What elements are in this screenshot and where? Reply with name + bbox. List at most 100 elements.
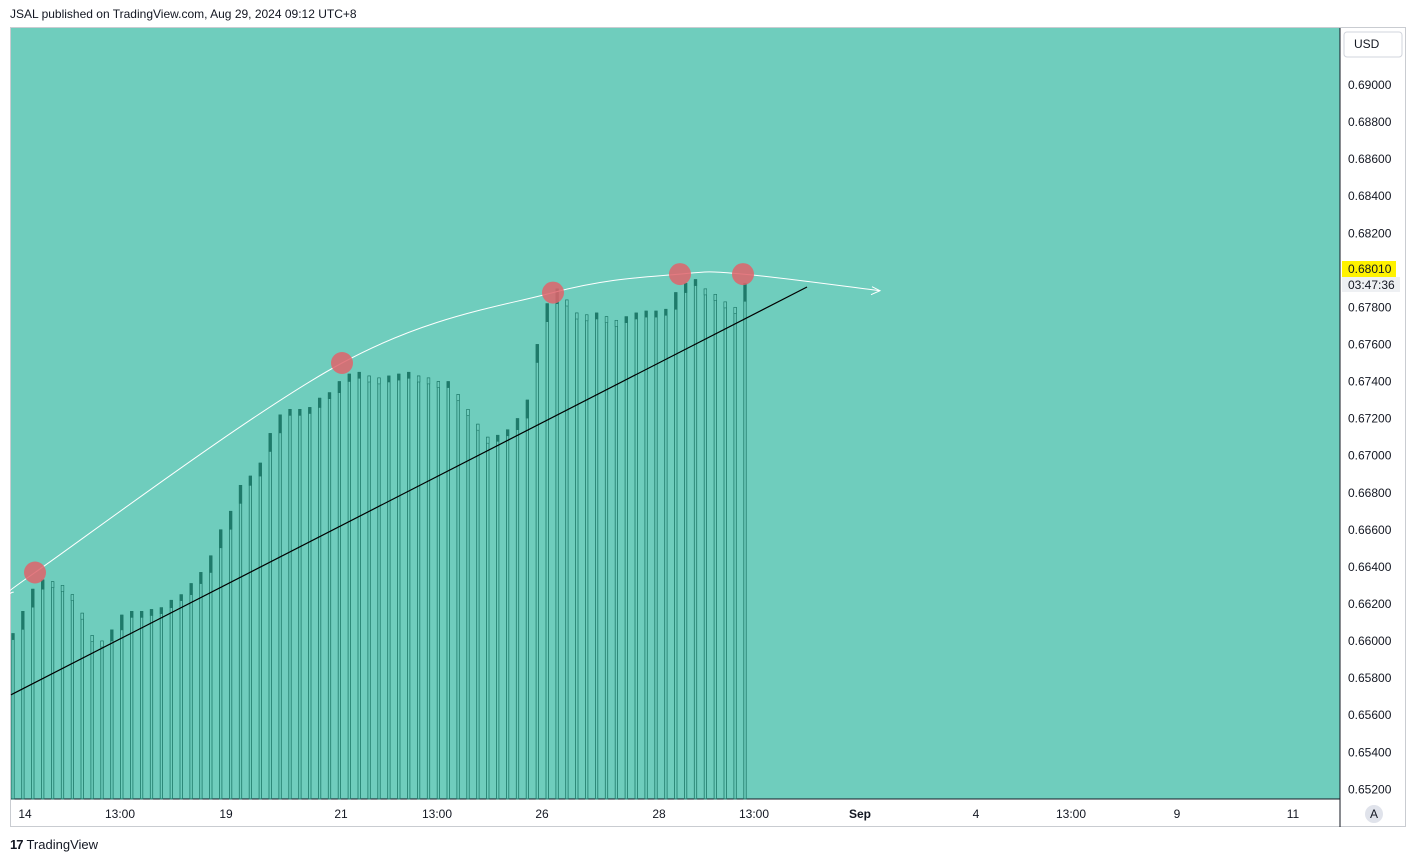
price-bar-body (337, 381, 342, 394)
price-bar-body (31, 588, 35, 608)
price-bar-body (238, 485, 243, 504)
price-bar-body (693, 279, 698, 286)
price-tick-label: 0.66600 (1348, 523, 1392, 537)
trendline (10, 286, 808, 696)
price-bar-body (149, 609, 154, 616)
price-tick-label: 0.67400 (1348, 375, 1392, 389)
price-bar-body (120, 614, 124, 631)
price-bar-body (169, 599, 173, 608)
price-bar-body (90, 635, 94, 642)
price-tick-label: 0.65800 (1348, 671, 1392, 685)
time-tick-label: 21 (334, 807, 348, 821)
peak-marker (669, 263, 691, 286)
price-bar-body (407, 371, 411, 379)
price-bar-body (505, 429, 510, 437)
peak-marker (24, 561, 46, 584)
price-tick-label: 0.65400 (1348, 745, 1392, 759)
tradingview-logo-icon: 17 (10, 837, 24, 852)
time-tick-label: Sep (849, 807, 871, 821)
price-bar-body (723, 301, 727, 309)
peak-marker (542, 281, 564, 304)
price-bar-body (179, 594, 183, 602)
time-tick-label: 13:00 (739, 807, 769, 821)
price-bar-body (703, 288, 707, 296)
price-bar-body (466, 409, 470, 416)
auto-scale-button[interactable]: A (1365, 805, 1383, 823)
price-tick-label: 0.68200 (1348, 226, 1392, 240)
price-bars (11, 279, 747, 800)
price-bar-body (209, 555, 213, 573)
price-tick-label: 0.68400 (1348, 189, 1392, 203)
price-bar-body (258, 462, 262, 477)
price-bar-body (308, 407, 312, 414)
currency-button-label: USD (1354, 37, 1380, 51)
footer: 17 TradingView (10, 837, 98, 852)
price-bar-body (199, 572, 203, 584)
time-tick-label: 13:00 (105, 807, 135, 821)
price-bar-body (11, 633, 15, 640)
price-bar-body (575, 312, 579, 320)
price-bar-body (426, 377, 431, 385)
time-tick-label: 19 (219, 807, 233, 821)
time-axis: 14 13:00 19 21 13:00 26 28 13:00 Sep 4 13:00 9 11 (18, 807, 1299, 821)
chart-frame (10, 27, 1406, 827)
price-bar-body (743, 282, 747, 302)
price-bar-body (446, 381, 450, 388)
price-bar-body (535, 344, 539, 363)
price-bar-body (674, 292, 678, 310)
price-bar-body (377, 377, 381, 385)
price-tick-label: 0.66400 (1348, 560, 1392, 574)
price-bar-body (347, 373, 351, 382)
price-bar-body (654, 310, 658, 318)
price-tick-label: 0.66200 (1348, 597, 1392, 611)
price-bar-body (317, 397, 322, 408)
auto-scale-label: A (1370, 807, 1378, 821)
price-bar-body (664, 308, 668, 316)
time-tick-label: 14 (18, 807, 32, 821)
price-bar-body (644, 310, 648, 318)
price-tick-label: 0.68600 (1348, 152, 1392, 166)
price-bar-body (219, 529, 223, 549)
peak-marker (331, 352, 353, 374)
price-bar-body (80, 612, 84, 620)
chart-background (11, 28, 1340, 799)
price-bar-body (41, 579, 45, 590)
price-bar-body (525, 399, 529, 419)
peak-markers (24, 263, 754, 584)
price-bar-body (50, 581, 55, 589)
price-bar-body (397, 373, 401, 381)
price-bar-body (565, 299, 569, 307)
price-bar-body (733, 307, 737, 314)
curve-arrowhead-icon (870, 286, 882, 296)
time-tick-label: 28 (652, 807, 666, 821)
currency-button[interactable]: USD (1343, 31, 1403, 58)
price-tick-label: 0.66000 (1348, 634, 1392, 648)
publish-header: JSAL published on TradingView.com, Aug 2… (10, 7, 357, 21)
price-tick-label: 0.67600 (1348, 338, 1392, 352)
time-tick-label: 9 (1174, 807, 1181, 821)
price-bar-body (189, 583, 193, 595)
price-bar-body (604, 316, 609, 324)
countdown-label: 03:47:36 (1348, 278, 1395, 292)
price-bar-body (327, 392, 332, 400)
price-axis: 0.69000 0.68800 0.68600 0.68400 0.68200 0.678… (1348, 78, 1392, 796)
price-bar-body (594, 312, 599, 320)
time-tick-label: 4 (973, 807, 980, 821)
price-bar-body (298, 409, 302, 416)
price-bar-body (436, 381, 441, 388)
price-bar-body (288, 409, 292, 416)
price-bar-body (416, 375, 421, 383)
price-bar-body (70, 594, 74, 602)
price-bar-body (387, 375, 391, 383)
price-bar-body (456, 394, 460, 401)
price-bar-body (713, 294, 717, 301)
price-bar-body (60, 585, 65, 592)
price-bar-body (278, 414, 282, 434)
price-tick-label: 0.65600 (1348, 708, 1392, 722)
time-tick-label: 26 (535, 807, 549, 821)
price-bar-body (476, 423, 480, 431)
price-bar-body (268, 433, 272, 452)
price-bar-body (496, 434, 500, 442)
footer-brand: TradingView (26, 837, 99, 852)
